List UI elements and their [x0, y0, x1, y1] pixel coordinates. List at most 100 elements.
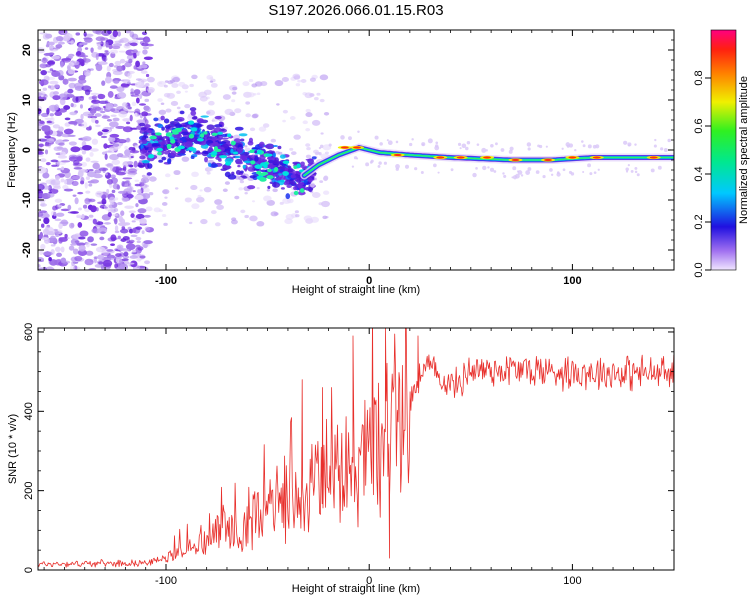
- spectrogram-noise-blob: [84, 47, 89, 50]
- spectrogram-noise-blob: [256, 187, 260, 190]
- spectrogram-signal-blob: [218, 153, 224, 156]
- spectrogram-signal-highlight: [266, 175, 274, 180]
- spectrogram-noise-blob: [143, 187, 150, 193]
- spectrogram-noise-blob: [135, 203, 139, 208]
- spectrogram-noise-blob: [108, 43, 113, 50]
- spectrogram-noise-blob: [231, 91, 237, 95]
- spectrogram-noise-blob: [84, 258, 94, 266]
- spectrogram-noise-blob: [113, 218, 118, 222]
- spectrogram-noise-blob: [125, 262, 135, 265]
- spectrogram-noise-blob: [85, 126, 92, 131]
- spectrogram-noise-blob: [68, 245, 75, 251]
- spectrogram-noise-blob: [148, 192, 154, 196]
- spectrogram-noise-blob: [323, 190, 330, 195]
- spectrogram-noise-blob: [116, 244, 124, 250]
- snr-chart: -100 0 100 0 200 400 600 Height of straight li…: [7, 323, 675, 595]
- spectrogram-noise-blob: [133, 52, 137, 59]
- spectrogram-noise-blob: [256, 92, 261, 96]
- spectrogram-signal-blob: [209, 163, 218, 168]
- spectrogram-noise-blob: [95, 53, 99, 61]
- spectrogram-noise-blob: [135, 226, 143, 230]
- spectrogram-noise-blob: [263, 195, 272, 202]
- spectrogram-signal-blob: [146, 172, 152, 176]
- spectrogram-noise-blob: [108, 136, 116, 143]
- spectrogram-signal-highlight: [211, 151, 218, 156]
- spectrogram-noise-blob: [292, 73, 301, 79]
- spectrogram-noise-blob: [141, 111, 149, 117]
- spectrogram-noise-blob: [140, 64, 148, 69]
- spectrogram-signal-blob: [234, 155, 241, 159]
- spectrogram-noise-blob: [144, 226, 151, 231]
- spectrogram-noise-blob: [134, 194, 144, 200]
- spectrogram-noise-blob: [120, 210, 125, 217]
- spectrogram-noise-blob: [38, 108, 42, 115]
- spectrogram-noise-blob: [92, 30, 102, 34]
- spectrogram-noise-blob: [71, 180, 79, 187]
- spectrogram-noise-blob: [100, 231, 106, 234]
- spectrogram-signal-highlight: [156, 147, 163, 152]
- spectrogram-noise-blob: [323, 111, 330, 116]
- spectrogram-noise-blob: [130, 88, 134, 93]
- spectrogram-fringe-dot: [437, 171, 440, 174]
- spectrogram-signal-blob: [247, 185, 256, 190]
- spectrogram-signal-highlight: [259, 177, 267, 182]
- spectrogram-noise-blob: [110, 177, 118, 184]
- spectrogram-signal-blob: [308, 177, 313, 183]
- spectrogram-noise-blob: [136, 240, 141, 244]
- spectrogram-signal-blob: [179, 110, 185, 115]
- spectrogram-signal-blob: [190, 155, 195, 160]
- spectrogram-noise-blob: [121, 102, 128, 107]
- spectrogram-noise-blob: [38, 154, 44, 158]
- spectrogram-signal-blob: [283, 181, 290, 186]
- spectrogram-fringe-dot: [574, 148, 577, 152]
- spectrogram-signal-highlight: [147, 154, 155, 159]
- spectrogram-noise-blob: [294, 210, 299, 214]
- spectrogram-signal-blob: [147, 142, 153, 148]
- spectrogram-noise-blob: [54, 84, 60, 89]
- spectrogram-noise-blob: [90, 205, 97, 213]
- spectrogram-signal-blob: [235, 161, 244, 165]
- spectrogram-signal-blob: [295, 173, 299, 178]
- snr-y-tick-label: 600: [23, 323, 35, 341]
- spectrogram-noise-blob: [58, 237, 68, 242]
- spectrogram-noise-blob: [101, 54, 106, 62]
- spectrogram-noise-blob: [105, 150, 112, 153]
- spectrogram-signal-highlight: [166, 143, 172, 148]
- spectrogram-signal-blob: [247, 140, 254, 146]
- spectrogram-noise-blob: [112, 166, 120, 173]
- spectrogram-noise-blob: [69, 111, 78, 116]
- spectrogram-noise-blob: [191, 74, 198, 80]
- spectrogram-noise-blob: [80, 162, 88, 167]
- spectrogram-noise-blob: [64, 171, 71, 179]
- spectrogram-noise-blob: [126, 137, 130, 143]
- spectrogram-noise-blob: [79, 104, 83, 109]
- spectrogram-fringe-dot: [369, 160, 373, 164]
- spectrogram-noise-blob: [113, 143, 120, 147]
- spectrogram-noise-blob: [107, 90, 114, 98]
- spectrogram-noise-blob: [58, 222, 63, 229]
- spectrogram-noise-blob: [142, 46, 150, 50]
- spectrogram-noise-blob: [52, 47, 61, 50]
- spectrogram-noise-blob: [117, 190, 127, 194]
- spectrogram-noise-blob: [143, 240, 153, 245]
- spectrogram-noise-blob: [85, 241, 90, 248]
- spectrogram-noise-blob: [293, 134, 301, 140]
- spectrogram-noise-blob: [197, 194, 202, 198]
- spectrogram-signal-highlight: [299, 188, 305, 193]
- spectrogram-noise-blob: [129, 150, 140, 154]
- spectrogram-noise-blob: [136, 119, 146, 124]
- spectrogram-noise-blob: [189, 83, 194, 88]
- spectrogram-fringe-dot: [537, 144, 540, 148]
- spectrogram-noise-blob: [149, 178, 154, 182]
- spectrogram-fringe-dot: [481, 147, 487, 153]
- spectrogram-noise-blob: [170, 100, 179, 106]
- spectrogram-noise-blob: [59, 221, 69, 225]
- spectrogram-noise-blob: [238, 187, 244, 191]
- spectrogram-signal-highlight: [188, 133, 195, 139]
- spectrogram-fringe-dot: [565, 142, 571, 147]
- spectrogram-noise-blob: [38, 167, 47, 174]
- spectrogram-noise-blob: [87, 115, 92, 119]
- spectrogram-noise-blob: [74, 85, 84, 91]
- spectrogram-noise-blob: [112, 117, 120, 122]
- spectrogram-noise-blob: [239, 180, 245, 184]
